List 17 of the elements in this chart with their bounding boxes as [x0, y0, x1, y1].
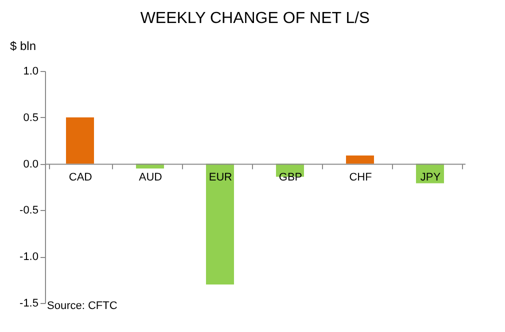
- y-tick-label: 0.5: [23, 112, 38, 124]
- y-tick-label: -1.5: [20, 298, 38, 310]
- y-axis-title: $ bln: [10, 39, 36, 53]
- y-tick-label: -0.5: [20, 204, 38, 217]
- x-tick-label: AUD: [138, 171, 162, 184]
- x-tick-label: JPY: [420, 171, 442, 184]
- bar: [206, 164, 234, 284]
- y-tick-label: 1.0: [23, 66, 38, 78]
- x-tick-label: CAD: [68, 171, 92, 184]
- bar: [346, 155, 374, 164]
- x-tick-label: EUR: [208, 171, 232, 184]
- y-tick-label: -1.0: [20, 251, 38, 264]
- x-tick-label: CHF: [349, 171, 372, 184]
- y-tick-label: 0.0: [23, 158, 38, 170]
- annotation: Source: CFTC: [47, 300, 118, 312]
- bar: [66, 117, 94, 164]
- chart-title: WEEKLY CHANGE OF NET L/S: [140, 10, 370, 27]
